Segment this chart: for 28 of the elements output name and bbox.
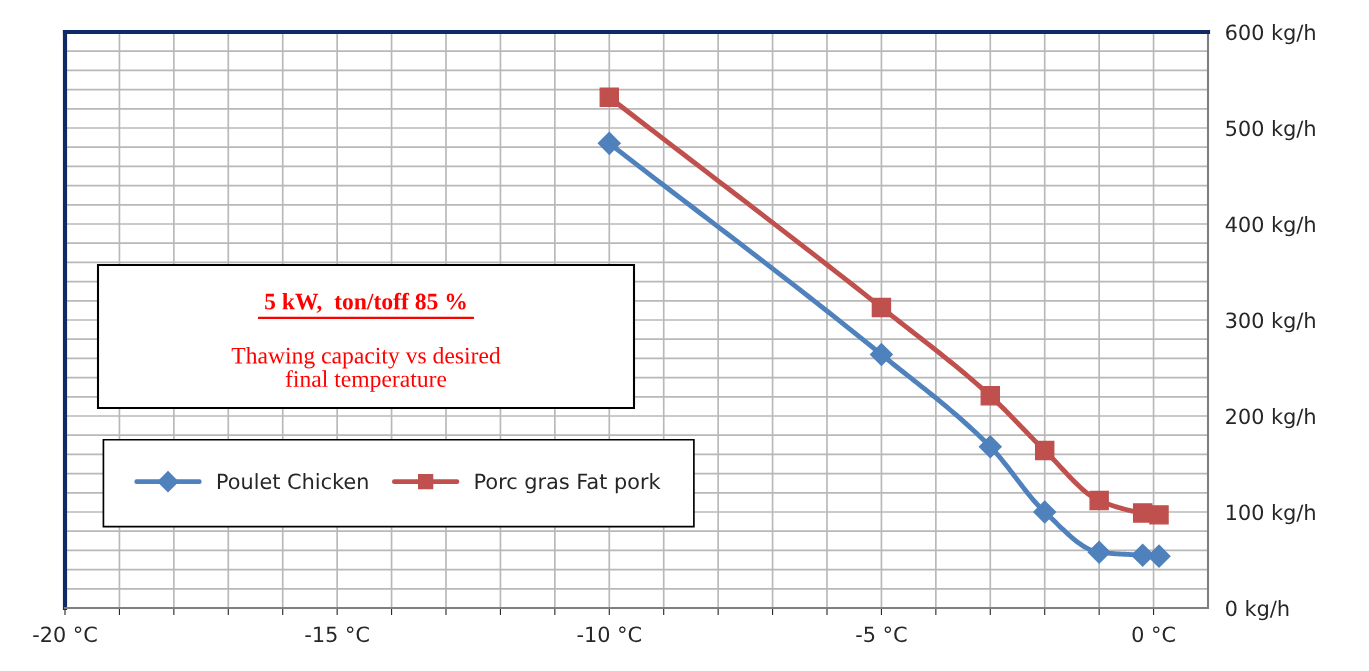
point bbox=[1087, 540, 1111, 564]
point bbox=[871, 297, 892, 318]
y-tick-label: 200 kg/h bbox=[1226, 408, 1315, 429]
x-tick-label: -15 °C bbox=[305, 626, 369, 643]
x-tick-label: 0 °C bbox=[1132, 626, 1175, 643]
point bbox=[980, 386, 1001, 406]
legend-label: Porc gras Fat pork bbox=[475, 473, 661, 494]
y-tick-label: 100 kg/h bbox=[1226, 504, 1315, 525]
x-tick-label: -20 °C bbox=[33, 626, 97, 643]
legend-label: Poulet Chicken bbox=[217, 473, 368, 490]
x-tick-label: -10 °C bbox=[577, 626, 641, 643]
text: Thawing capacity vs desired final temperature bbox=[231, 346, 501, 392]
y-tick-label: 600 kg/h bbox=[1226, 24, 1315, 45]
y-tick-label: 500 kg/h bbox=[1226, 120, 1315, 141]
point bbox=[597, 131, 621, 155]
point bbox=[1034, 440, 1055, 461]
y-tick-label: 0 kg/h bbox=[1226, 600, 1289, 621]
x-tick-label: -5 °C bbox=[856, 626, 907, 643]
point bbox=[599, 87, 620, 108]
point bbox=[1089, 490, 1109, 511]
y-tick-label: 300 kg/h bbox=[1226, 312, 1315, 333]
point bbox=[1149, 505, 1169, 525]
text: 5 kW, ton/toff 85 % bbox=[265, 292, 466, 313]
point bbox=[978, 435, 1002, 459]
point bbox=[1147, 544, 1171, 568]
y-tick-label: 400 kg/h bbox=[1225, 216, 1315, 237]
point bbox=[1033, 500, 1057, 524]
point bbox=[869, 343, 893, 367]
